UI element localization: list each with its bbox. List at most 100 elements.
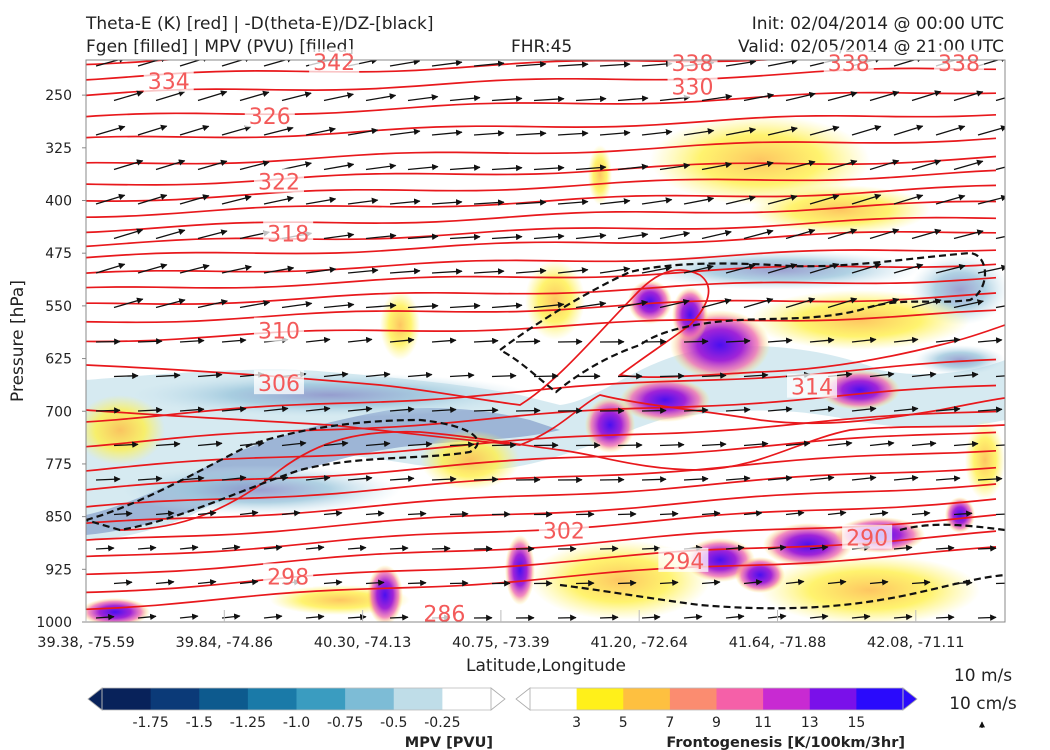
wind-vector xyxy=(221,406,247,413)
wind-vector xyxy=(893,124,924,136)
wind-vector xyxy=(239,160,270,171)
wind-vector xyxy=(953,299,984,309)
wind-vector xyxy=(869,228,900,240)
wind-vector xyxy=(935,194,966,205)
wind-vector xyxy=(113,90,144,102)
wind-vector xyxy=(155,372,181,379)
wind-vector xyxy=(869,510,889,517)
wind-vector xyxy=(95,475,121,483)
wind-vector xyxy=(491,164,523,172)
theta-e-line xyxy=(119,424,1005,531)
wind-vector xyxy=(767,60,799,67)
colorbar-tick-label: 11 xyxy=(754,715,772,731)
wind-vector xyxy=(281,440,307,447)
wind-vector xyxy=(155,440,181,448)
theta-e-line xyxy=(86,466,997,525)
wind-vector xyxy=(893,405,919,413)
mpv-blob xyxy=(130,373,530,417)
wind-vector xyxy=(935,336,961,344)
colorbar-tick-label: -0.75 xyxy=(327,715,363,731)
wind-vector xyxy=(221,125,252,136)
wind-vector xyxy=(641,545,661,552)
colorbar-swatch xyxy=(856,688,904,710)
fgen-blob xyxy=(86,395,165,465)
wind-vector xyxy=(851,336,877,344)
wind-vector xyxy=(809,194,840,205)
wind-vector xyxy=(785,509,805,517)
wind-vector xyxy=(95,60,126,67)
wind-vector xyxy=(995,305,1005,309)
wind-vector xyxy=(197,90,228,102)
wind-vector xyxy=(641,265,673,274)
wind-vector xyxy=(155,228,186,240)
wind-vector xyxy=(809,262,840,274)
x-tick-label: 41.64, -71.88 xyxy=(729,635,826,651)
theta-e-line xyxy=(86,155,997,186)
wind-vector xyxy=(533,301,565,309)
wind-vector xyxy=(935,614,955,621)
wind-vector xyxy=(743,372,769,379)
wind-vector xyxy=(599,198,631,205)
theta-e-line xyxy=(86,263,997,289)
theta-e-label-bg xyxy=(263,563,314,588)
theta-e-label: 290 xyxy=(846,527,888,552)
wind-vector xyxy=(473,60,505,67)
wind-vector xyxy=(431,406,457,414)
wind-vector xyxy=(449,441,475,448)
wind-vector xyxy=(869,159,900,171)
wind-vector xyxy=(851,262,882,274)
wind-vector xyxy=(197,440,223,448)
theta-e-line xyxy=(86,358,997,423)
init-time: Init: 02/04/2014 @ 00:00 UTC xyxy=(751,14,1004,34)
theta-e-line xyxy=(86,546,997,611)
wind-vectors xyxy=(95,60,1005,622)
wind-reference-horizontal: 10 m/s xyxy=(954,666,1012,686)
wind-vector xyxy=(911,579,931,586)
wind-vector xyxy=(473,199,505,206)
title-line-2: Fgen [filled] | MPV (PVU) [filled] xyxy=(86,37,355,57)
fgen-blob xyxy=(588,145,612,205)
wind-vector xyxy=(869,579,889,586)
wind-vector xyxy=(221,613,241,620)
colorbar-tick-label: 3 xyxy=(572,715,581,731)
wind-vector xyxy=(431,337,457,344)
wind-vector xyxy=(515,199,547,206)
wind-vector xyxy=(701,229,732,240)
wind-vector xyxy=(449,94,481,102)
theta-e-label: 334 xyxy=(148,70,190,95)
wind-vector xyxy=(743,160,774,171)
wind-vector xyxy=(767,475,793,482)
wind-vector xyxy=(305,196,337,205)
wind-vector xyxy=(641,407,667,414)
wind-vector xyxy=(389,475,415,482)
theta-e-label: 326 xyxy=(249,105,291,130)
wind-vector xyxy=(617,95,649,102)
wind-vector xyxy=(533,372,559,380)
colorbar-swatch xyxy=(296,688,346,710)
wind-reference-vertical: 10 cm/s xyxy=(949,694,1017,714)
wind-vector xyxy=(659,372,685,380)
wind-vector xyxy=(995,97,1005,102)
wind-vector xyxy=(911,371,937,378)
wind-vector xyxy=(953,229,984,240)
wind-vector xyxy=(137,60,168,67)
wind-vector xyxy=(767,194,798,205)
wind-vector xyxy=(197,578,217,586)
wind-vector xyxy=(953,159,984,171)
wind-vector xyxy=(617,299,649,309)
wind-vector xyxy=(305,544,325,552)
wind-vector xyxy=(221,60,252,67)
wind-vector xyxy=(743,229,774,240)
wind-vector xyxy=(995,375,1005,378)
wind-vector xyxy=(893,263,924,274)
theta-e-label: 338 xyxy=(828,52,870,77)
wind-vector xyxy=(785,228,816,240)
wind-vector xyxy=(977,545,997,552)
theta-e-label-bg xyxy=(842,524,893,549)
wind-vector xyxy=(743,92,775,102)
wind-vector xyxy=(809,337,835,344)
wind-vector xyxy=(683,196,715,205)
wind-vector xyxy=(743,579,763,586)
wind-vector xyxy=(725,263,756,274)
wind-vector xyxy=(953,371,979,379)
